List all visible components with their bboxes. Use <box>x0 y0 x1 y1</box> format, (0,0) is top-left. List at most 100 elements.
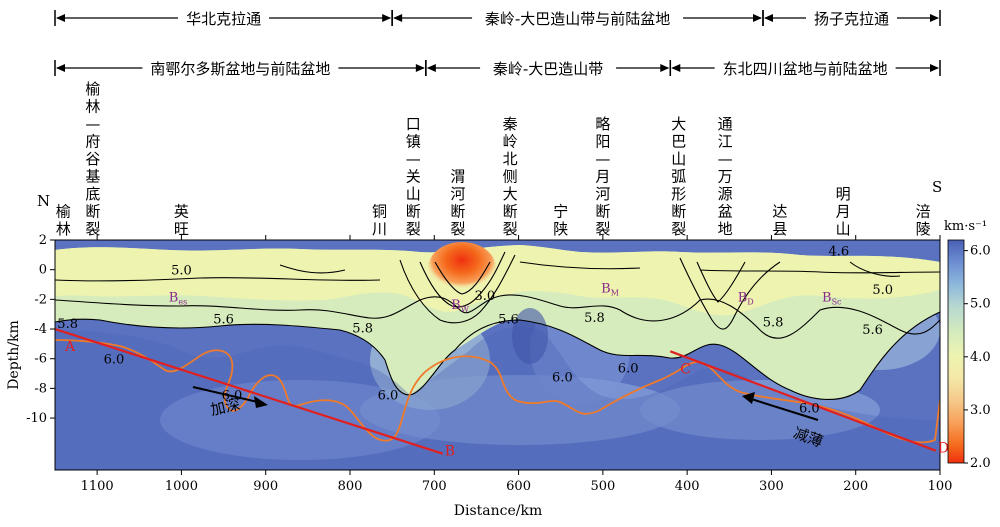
y-axis-label: Depth/km <box>6 320 22 390</box>
fault-label-char: 万 <box>718 168 733 186</box>
profile-line-cd <box>669 350 937 452</box>
tectonic-unit-label: 东北四川盆地与前陆盆地 <box>723 60 888 78</box>
fault-label-char: 形 <box>671 185 686 203</box>
profile-line-ab <box>55 327 444 455</box>
locality-label-char: 山 <box>836 220 851 238</box>
contour-label: 5.6 <box>498 313 519 328</box>
y-tick-label: 0 <box>39 263 47 278</box>
fault-label-char: 巴 <box>671 133 686 151</box>
fault-label-char: — <box>718 150 733 168</box>
contour-label: 6.0 <box>378 388 399 403</box>
tectonic-unit-label: 华北克拉通 <box>186 10 261 28</box>
fault-label-char: 林 <box>85 98 100 116</box>
fault-label-char: 裂 <box>595 220 610 238</box>
fault-label-char: 河 <box>595 185 610 203</box>
fault-label-char: 口 <box>406 115 421 133</box>
fault-label-char: 地 <box>718 220 733 238</box>
fault-label-char: 大 <box>671 115 686 133</box>
tectonic-unit-label: 南鄂尔多斯盆地与前陆盆地 <box>150 60 330 78</box>
fault-labels: 榆林—府谷基底断裂口镇—关山断裂渭河断裂秦岭北侧大断裂略阳—月河断裂大巴山弧形断… <box>85 80 732 238</box>
locality-label-char: 明 <box>836 185 851 203</box>
fault-label-char: 底 <box>85 185 100 203</box>
colorbar <box>947 239 965 464</box>
arrowhead-left <box>671 64 681 72</box>
fault-label-char: 谷 <box>85 150 100 168</box>
contour-label: 5.8 <box>57 317 78 332</box>
fault-label-char: — <box>85 115 100 133</box>
fault-label-char: 断 <box>450 203 465 221</box>
fault-label-char: 河 <box>450 185 465 203</box>
arrowhead-right <box>930 64 939 72</box>
profile-line-start-label: A <box>64 339 76 355</box>
fault-label-char: 略 <box>595 115 610 133</box>
locality-label-char: 英 <box>174 203 189 221</box>
arrowhead-right <box>382 14 392 22</box>
arrowhead-right <box>930 14 939 22</box>
fault-label-char: 源 <box>718 185 733 203</box>
y-tick-label: 2 <box>39 233 47 248</box>
fault-label-char: 裂 <box>671 220 686 238</box>
locality-label-char: 达 <box>772 203 787 221</box>
y-axis-ticks: 2 0 -2 -4 -6 -8 -10 <box>26 233 55 426</box>
x-tick-label: 300 <box>759 479 784 494</box>
velocity-contours <box>55 251 940 401</box>
plot-frame <box>54 239 941 471</box>
fault-label-char: 断 <box>85 203 100 221</box>
contour-label: 5.8 <box>584 311 605 326</box>
arrowhead-left <box>764 14 773 22</box>
locality-label-char: 陕 <box>553 220 568 238</box>
profile-line-end-label: B <box>445 444 455 460</box>
fault-label-char: 基 <box>85 168 100 186</box>
contour-labels: 5.05.65.85.86.06.06.03.05.65.86.06.04.65… <box>57 244 893 416</box>
tectonic-unit-label: 秦岭-大巴造山带 <box>493 60 603 78</box>
contour-label: 5.0 <box>872 283 893 298</box>
colorbar-tick-label: 6.0 <box>970 244 991 259</box>
x-tick-label: 700 <box>422 479 447 494</box>
fault-label-char: 关 <box>406 168 421 186</box>
contour-label: 5.6 <box>213 313 234 328</box>
contour-label: 6.0 <box>104 353 125 368</box>
basin-label-subscript: W <box>461 305 470 314</box>
colorbar-tick-label: 2.0 <box>970 456 991 471</box>
contour-label: 5.8 <box>352 322 373 337</box>
y-tick-label: -4 <box>34 322 47 337</box>
tectonic-unit-label: 秦岭-大巴造山带与前陆盆地 <box>485 10 670 28</box>
tectonic-units-row1: 华北克拉通 秦岭-大巴造山带与前陆盆地 扬子克拉通 <box>54 10 941 28</box>
fault-label-char: — <box>406 150 421 168</box>
locality-label-char: 县 <box>772 220 787 238</box>
locality-label-char: 宁 <box>553 203 568 221</box>
locality-label-char: 月 <box>836 203 851 221</box>
basin-label-subscript: D <box>747 297 753 306</box>
fault-label-char: 裂 <box>85 220 100 238</box>
fault-label-char: 裂 <box>406 220 421 238</box>
annotation-deepening: 加深 <box>209 395 242 419</box>
contour-label: 6.0 <box>799 402 820 417</box>
arrowhead-left <box>426 64 436 72</box>
locality-label-char: 陵 <box>916 220 931 238</box>
fault-label-char: 镇 <box>406 133 421 151</box>
y-tick-label: -6 <box>34 352 47 367</box>
fault-label-char: 榆 <box>85 80 100 98</box>
velocity-6-contour <box>55 339 940 444</box>
fault-label-char: 府 <box>85 133 100 151</box>
x-tick-label: 900 <box>253 479 278 494</box>
fault-label-char: 北 <box>503 150 518 168</box>
contour-label: 5.6 <box>862 323 883 338</box>
x-tick-label: 800 <box>338 479 363 494</box>
contour-label: 5.8 <box>763 316 784 331</box>
arrowhead-left <box>56 14 65 22</box>
plot-area <box>55 240 940 470</box>
x-tick-label: 400 <box>675 479 700 494</box>
fault-label-char: 江 <box>718 133 733 151</box>
fault-label-char: 盆 <box>718 203 733 221</box>
x-tick-label: 600 <box>506 479 531 494</box>
fault-label-char: 岭 <box>503 133 518 151</box>
fault-label-char: 断 <box>671 203 686 221</box>
tectonic-units-row2: 南鄂尔多斯盆地与前陆盆地 秦岭-大巴造山带 东北四川盆地与前陆盆地 <box>54 60 941 78</box>
north-label: N <box>37 192 50 210</box>
colorbar-tick-label: 4.0 <box>970 350 991 365</box>
contour-label: 6.0 <box>552 371 573 386</box>
fault-label-char: 月 <box>595 168 610 186</box>
fault-label-char: 渭 <box>450 168 465 186</box>
